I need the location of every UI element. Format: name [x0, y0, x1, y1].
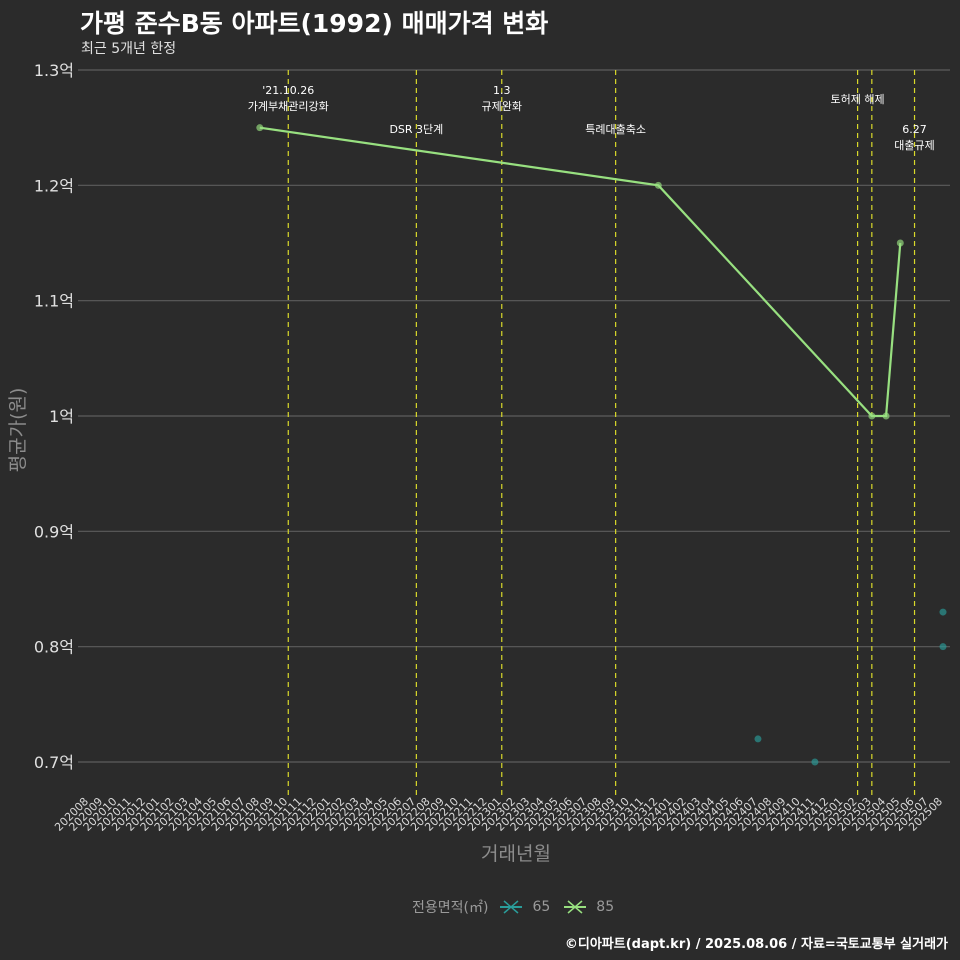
legend-key-65: [500, 900, 523, 914]
event-label: 토허제 해제: [831, 92, 885, 106]
event-label: 6.27: [902, 123, 927, 136]
event-label: 특례대출축소: [585, 123, 646, 136]
data-point-85: [868, 412, 876, 420]
legend: 전용면적(㎡) 65 85: [412, 897, 626, 917]
data-point-85: [256, 124, 264, 132]
y-tick-label: 0.8억: [34, 638, 74, 657]
y-tick-label: 0.9억: [34, 522, 74, 541]
event-label: '21.10.26: [262, 84, 314, 97]
y-tick-label: 1.2억: [34, 176, 74, 195]
series-line-85: [259, 126, 902, 418]
y-tick-label: 0.7억: [34, 753, 74, 772]
y-tick-label: 1.1억: [34, 292, 74, 311]
data-point-65: [939, 643, 947, 651]
data-point-85: [896, 239, 904, 247]
y-tick-label: 1.3억: [34, 61, 74, 80]
data-point-65: [754, 735, 762, 743]
source-caption: ©디아파트(dapt.kr) / 2025.08.06 / 자료=국토교통부 실…: [564, 937, 948, 952]
y-tick-label: 1억: [49, 407, 74, 426]
legend-label-65: 65: [532, 899, 551, 915]
event-label: 1.3: [493, 84, 511, 97]
legend-title: 전용면적(㎡): [412, 900, 489, 916]
x-axis-title: 거래년월: [481, 843, 551, 865]
legend-label-85: 85: [596, 899, 615, 915]
chart-subtitle: 최근 5개년 한정: [81, 41, 177, 57]
y-axis-title: 평균가(원): [7, 388, 29, 473]
chart-title: 가평 준수B동 아파트(1992) 매매가격 변화: [80, 9, 549, 38]
event-label: 규제완화: [482, 100, 522, 113]
data-point-85: [654, 181, 662, 189]
legend-key-85: [564, 900, 587, 914]
data-point-65: [939, 608, 947, 616]
event-label: DSR 3단계: [389, 123, 443, 136]
data-point-85: [882, 412, 890, 420]
data-point-65: [811, 758, 819, 766]
event-label: 가계부채관리강화: [248, 100, 329, 113]
event-label: 대출규제: [894, 139, 934, 152]
